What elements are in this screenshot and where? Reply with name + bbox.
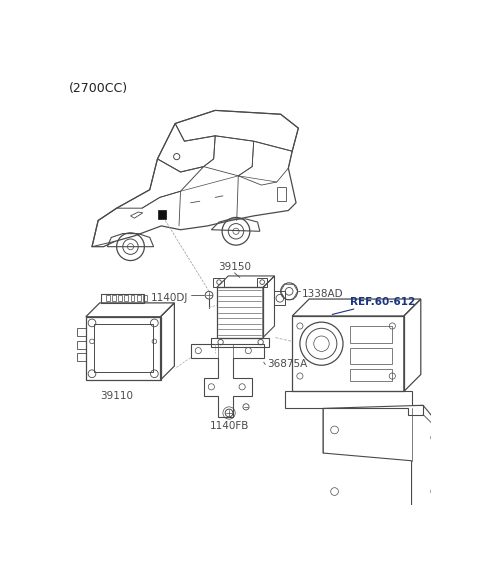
Bar [77,353,86,361]
Bar [77,341,86,349]
Bar [77,328,86,336]
Bar [124,295,128,301]
Bar [137,295,141,301]
Bar [112,295,116,301]
Text: 1338AD: 1338AD [302,289,344,299]
Bar [350,326,392,343]
Text: (2700CC): (2700CC) [69,82,128,95]
Bar [350,348,392,365]
Polygon shape [158,210,166,219]
Bar [131,295,134,301]
Bar [118,295,122,301]
Text: 39150: 39150 [218,262,251,272]
Text: REF.60-612: REF.60-612 [350,297,415,307]
Bar [277,187,286,201]
Bar [143,295,147,301]
Text: 1140FB: 1140FB [209,421,249,431]
Text: 39110: 39110 [100,391,132,401]
Text: 1140DJ: 1140DJ [151,293,188,303]
Bar [106,295,110,301]
Text: 36875A: 36875A [267,359,308,369]
Bar [350,369,392,382]
